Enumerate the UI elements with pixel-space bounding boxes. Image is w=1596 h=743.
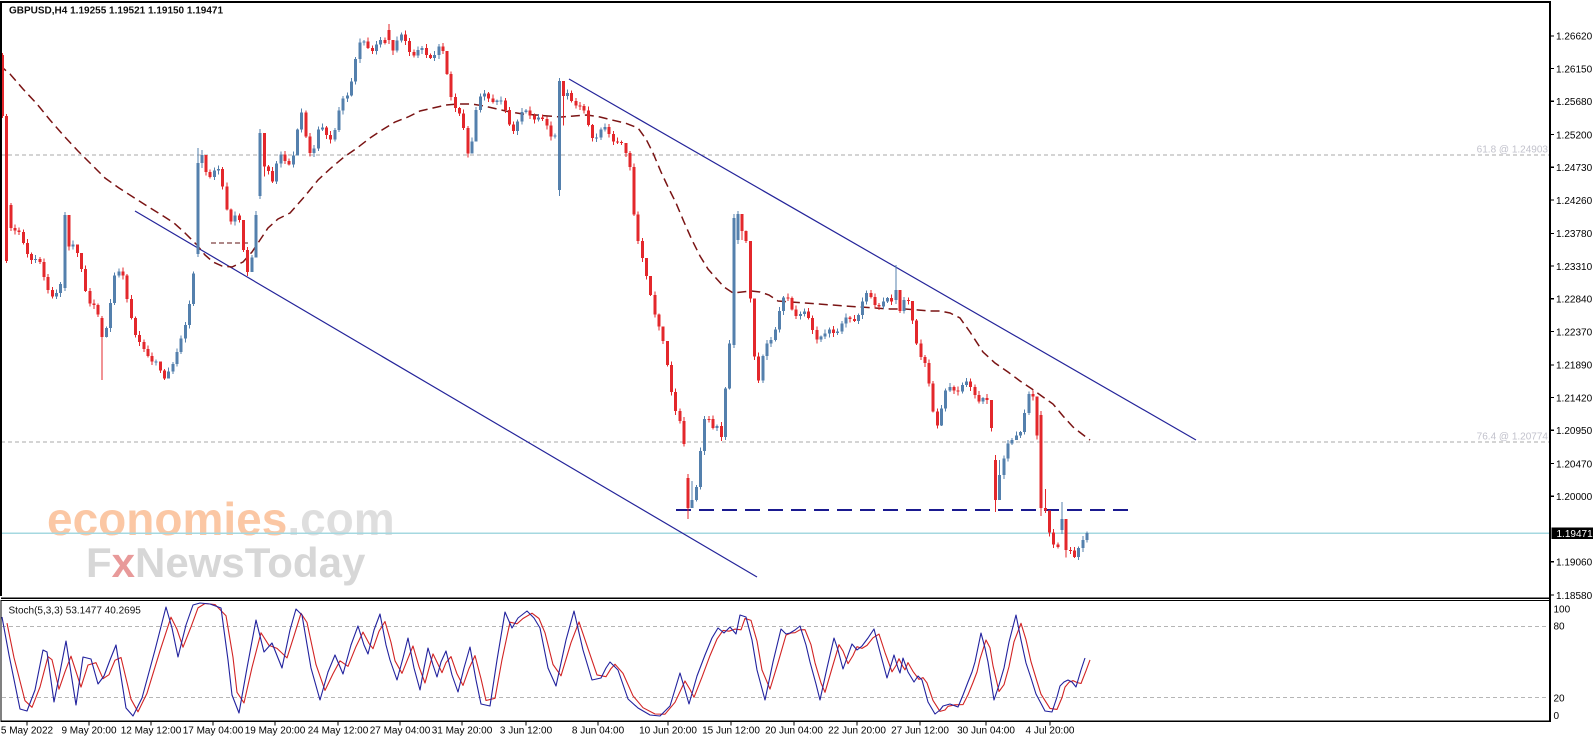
svg-text:27 Jun 12:00: 27 Jun 12:00 [891, 726, 949, 737]
svg-text:1.22840: 1.22840 [1556, 295, 1593, 306]
svg-text:20 Jun 04:00: 20 Jun 04:00 [765, 726, 823, 737]
svg-text:1.20000: 1.20000 [1556, 492, 1593, 503]
svg-text:1.20950: 1.20950 [1556, 426, 1593, 437]
svg-text:15 Jun 12:00: 15 Jun 12:00 [702, 726, 760, 737]
svg-text:19 May 20:00: 19 May 20:00 [245, 726, 306, 737]
svg-text:31 May 20:00: 31 May 20:00 [432, 726, 493, 737]
svg-text:1.19060: 1.19060 [1556, 558, 1593, 569]
svg-text:1.25200: 1.25200 [1556, 130, 1593, 141]
svg-text:80: 80 [1554, 621, 1566, 632]
svg-text:10 Jun 20:00: 10 Jun 20:00 [639, 726, 697, 737]
svg-text:76.4 @ 1.20774: 76.4 @ 1.20774 [1477, 432, 1549, 443]
svg-text:61.8 @ 1.24903: 61.8 @ 1.24903 [1477, 144, 1549, 155]
svg-text:8 Jun 04:00: 8 Jun 04:00 [572, 726, 625, 737]
svg-text:1.25680: 1.25680 [1556, 97, 1593, 108]
svg-text:1.24730: 1.24730 [1556, 163, 1593, 174]
svg-text:20: 20 [1554, 694, 1566, 705]
svg-text:1.21890: 1.21890 [1556, 361, 1593, 372]
svg-text:1.22370: 1.22370 [1556, 327, 1593, 338]
svg-text:12 May 12:00: 12 May 12:00 [121, 726, 182, 737]
svg-text:30 Jun 04:00: 30 Jun 04:00 [957, 726, 1015, 737]
svg-text:Stoch(5,3,3) 53.1477 40.2695: Stoch(5,3,3) 53.1477 40.2695 [9, 606, 142, 617]
svg-text:4 Jul 20:00: 4 Jul 20:00 [1026, 726, 1075, 737]
svg-text:1.26150: 1.26150 [1556, 64, 1593, 75]
svg-text:GBPUSD,H4 1.19255 1.19521 1.1: GBPUSD,H4 1.19255 1.19521 1.19150 1.1947… [9, 6, 223, 17]
svg-text:3 Jun 12:00: 3 Jun 12:00 [500, 726, 553, 737]
svg-text:1.26620: 1.26620 [1556, 32, 1593, 43]
svg-text:27 May 04:00: 27 May 04:00 [370, 726, 431, 737]
svg-text:22 Jun 20:00: 22 Jun 20:00 [828, 726, 886, 737]
svg-text:17 May 04:00: 17 May 04:00 [183, 726, 244, 737]
svg-text:1.21420: 1.21420 [1556, 393, 1593, 404]
svg-text:FxNewsToday: FxNewsToday [86, 539, 366, 586]
svg-text:0: 0 [1554, 711, 1560, 722]
svg-text:1.23780: 1.23780 [1556, 229, 1593, 240]
svg-text:100: 100 [1554, 605, 1571, 616]
svg-text:9 May 20:00: 9 May 20:00 [61, 726, 116, 737]
svg-text:24 May 12:00: 24 May 12:00 [308, 726, 369, 737]
svg-text:1.20470: 1.20470 [1556, 459, 1593, 470]
svg-text:economies.com: economies.com [47, 493, 395, 545]
svg-text:5 May 2022: 5 May 2022 [1, 726, 54, 737]
svg-text:1.18580: 1.18580 [1556, 591, 1593, 602]
svg-text:1.19471: 1.19471 [1557, 529, 1594, 540]
svg-text:1.24260: 1.24260 [1556, 196, 1593, 207]
svg-text:1.23310: 1.23310 [1556, 262, 1593, 273]
